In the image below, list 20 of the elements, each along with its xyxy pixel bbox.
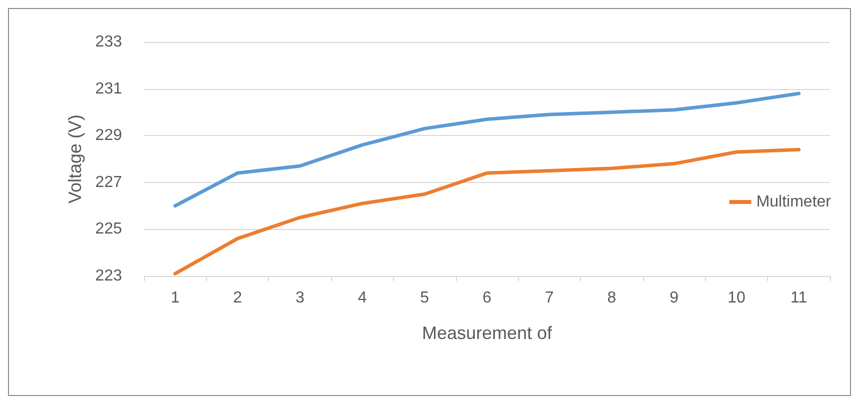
x-tick-label: 7 (544, 290, 554, 306)
y-tick-label: 229 (95, 127, 122, 144)
x-tick-label: 10 (728, 290, 746, 306)
y-axis-title: Voltage (V) (65, 114, 85, 204)
legend-label: Multimeter (756, 194, 832, 210)
x-tick-label: 8 (607, 290, 616, 306)
x-tick-label: 2 (233, 290, 242, 306)
x-tick-label: 11 (790, 290, 808, 306)
x-tick-label: 5 (420, 290, 430, 306)
x-axis-title: Measurement of (422, 323, 554, 343)
x-tick-label: 1 (170, 290, 180, 306)
y-tick-label: 227 (95, 174, 122, 191)
y-tick-label: 225 (95, 220, 122, 238)
x-tick-label: 4 (358, 290, 367, 306)
x-tick-label: 3 (295, 290, 304, 306)
y-tick-label: 233 (95, 34, 122, 50)
y-tick-label: 231 (95, 80, 122, 98)
y-tick-label: 223 (95, 268, 122, 284)
x-tick-label: 6 (482, 290, 492, 306)
x-tick-label: 9 (670, 290, 679, 306)
